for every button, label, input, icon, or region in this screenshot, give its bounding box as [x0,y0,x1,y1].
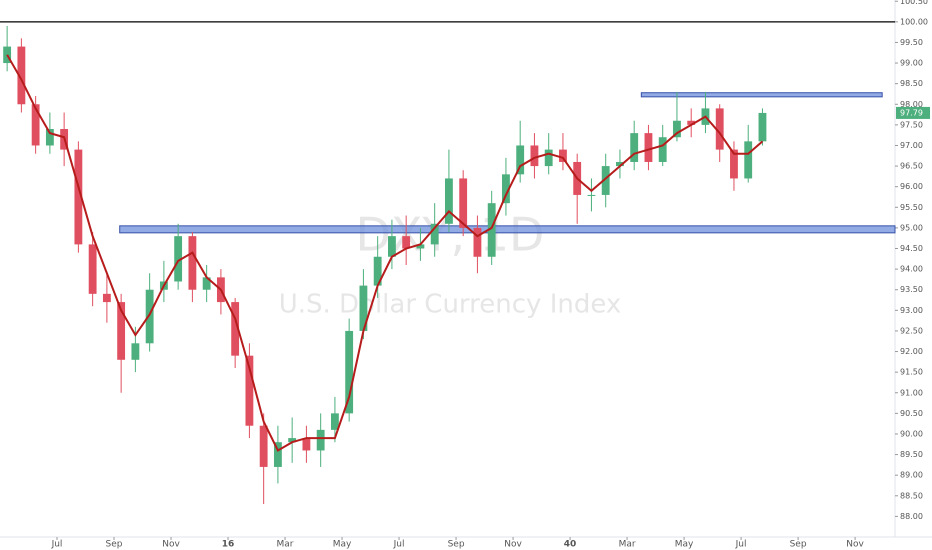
x-tick-label: Jul [735,540,747,550]
last-price-label: 97.79 [900,108,923,117]
y-tick-label: 98.00 [900,100,923,109]
candle-body [601,166,610,195]
y-tick-label: 94.00 [900,265,923,274]
x-tick-label: Sep [790,540,807,550]
y-tick-label: 91.00 [900,388,923,397]
y-tick-label: 88.00 [900,512,923,521]
x-tick-label: Nov [846,540,864,550]
candle-body [416,244,425,249]
candle-body [231,302,240,356]
candle-body [758,112,767,142]
candle-body [487,203,496,257]
x-tick-label: May [333,540,352,550]
candle-body [644,133,653,162]
candle-body [744,141,753,179]
candle-body [616,161,624,167]
candle-body [502,174,510,204]
candle-body [559,149,567,162]
x-tick-label: Mar [277,540,294,550]
candle-body [330,413,339,430]
candle-body [430,223,439,245]
candle-body [88,244,97,294]
candle-body [102,293,111,303]
x-tick-label: May [675,540,694,550]
candle-body [630,133,639,162]
x-tick-label: 16 [222,540,235,550]
x-tick-label: Jul [51,540,63,550]
y-tick-label: 92.50 [900,326,923,335]
zone [640,92,883,98]
y-tick-label: 95.00 [900,223,923,232]
candle-body [402,236,411,249]
candle-body [17,46,26,105]
candle-body [373,256,382,286]
candle-body [74,149,83,245]
y-tick-label: 97.50 [900,120,923,129]
candle-body [359,285,368,331]
candle-body [174,236,183,282]
y-tick-label: 92.00 [900,347,923,356]
x-tick-label: Nov [504,540,522,550]
candle-body [544,149,553,167]
x-tick-label: Sep [106,540,123,550]
zone [119,225,896,234]
candle-body [202,277,211,290]
candle-body [459,178,468,228]
candle-body [288,438,297,443]
moving-average [6,54,764,452]
candle-body [3,46,12,64]
y-tick-label: 91.50 [900,368,923,377]
candle-body [316,429,325,451]
candle-body [188,236,197,290]
y-tick-label: 100.50 [900,0,928,6]
candle-body [715,108,724,150]
candle-body [302,438,311,451]
candle-body [245,355,254,426]
candle-body [673,120,681,138]
candle-body [259,425,268,467]
y-tick-label: 99.00 [900,59,923,68]
x-tick-label: Nov [162,540,180,550]
candle-body [445,178,453,224]
y-tick-label: 95.50 [900,203,923,212]
candle-body [273,442,282,467]
watermark-subtitle: U.S. Dollar Currency Index [279,290,622,320]
candle-body [658,137,667,162]
candle-body [687,120,696,125]
candle-body [117,302,126,360]
x-tick-label: Sep [448,540,465,550]
candle-body [387,236,396,257]
x-tick-label: Mar [619,540,636,550]
y-tick-label: 93.50 [900,285,923,294]
candle-body [516,145,525,175]
candle-body [31,104,40,146]
y-tick-label: 89.50 [900,450,923,459]
candle-body [473,227,482,257]
y-tick-label: 93.00 [900,306,923,315]
candle-body [587,194,596,196]
last-price-box [896,106,930,119]
candle-body [345,330,354,414]
y-tick-label: 99.50 [900,38,923,47]
candle-body [530,145,539,167]
y-tick-label: 88.50 [900,491,923,500]
candle-body [131,343,140,360]
x-tick-label: Jul [393,540,405,550]
y-tick-label: 89.00 [900,471,923,480]
candle-body [145,289,154,344]
y-tick-label: 96.50 [900,162,923,171]
y-tick-label: 97.00 [900,141,923,150]
y-tick-label: 90.00 [900,429,923,438]
y-tick-label: 96.00 [900,182,923,191]
candle-body [730,149,738,179]
x-tick-label: 40 [564,540,577,550]
y-tick-label: 94.50 [900,244,923,253]
candle-body [45,128,54,146]
y-tick-label: 98.50 [900,79,923,88]
y-tick-label: 90.50 [900,409,923,418]
y-tick-label: 100.00 [900,17,928,26]
